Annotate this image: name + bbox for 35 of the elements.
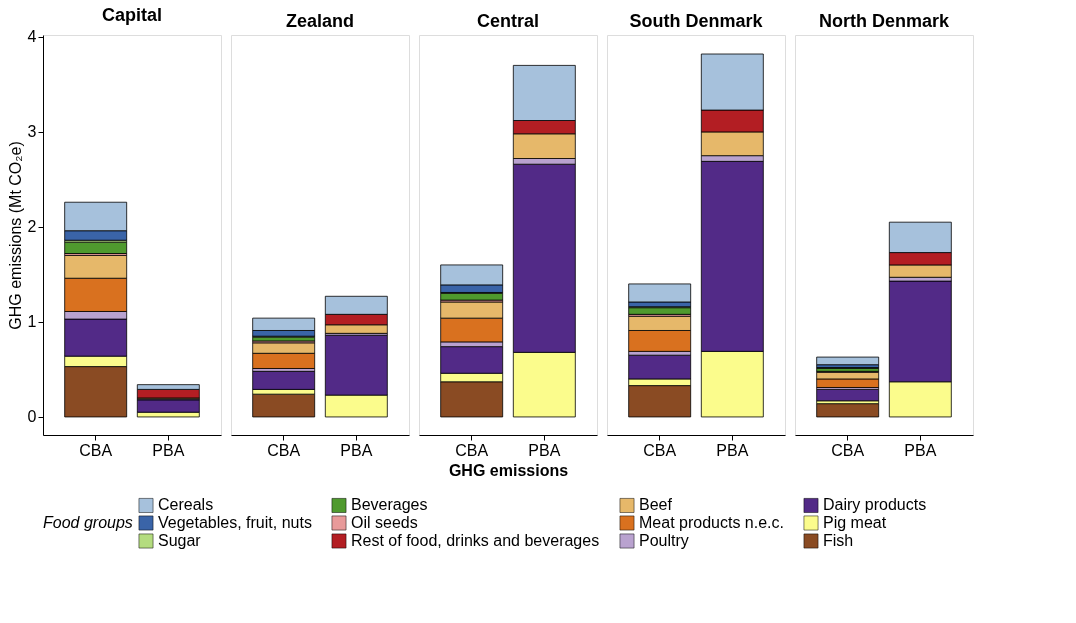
legend-title: Food groups bbox=[43, 514, 133, 531]
legend-label: Beverages bbox=[351, 496, 428, 514]
x-tick-label: CBA bbox=[79, 441, 113, 459]
legend-label: Sugar bbox=[158, 532, 202, 549]
chart-title: Capital bbox=[101, 4, 163, 25]
legend-label: Poultry bbox=[639, 532, 689, 549]
y-tick-label: 1 bbox=[27, 313, 37, 331]
x-tick-label: PBA bbox=[904, 441, 937, 459]
legend-label: Fish bbox=[823, 532, 854, 549]
chart-title: North Denmark bbox=[818, 11, 950, 31]
x-tick-label: PBA bbox=[528, 441, 561, 459]
x-tick-label: CBA bbox=[831, 441, 865, 459]
x-tick-label: CBA bbox=[267, 441, 301, 459]
y-tick-label: 4 bbox=[27, 28, 37, 46]
legend-label: Beef bbox=[639, 496, 673, 514]
y-axis-title: GHG emissions (Mt CO₂e) bbox=[6, 141, 24, 330]
y-tick-label: 0 bbox=[27, 408, 37, 426]
x-tick-label: CBA bbox=[643, 441, 677, 459]
legend-label: Oil seeds bbox=[351, 514, 418, 531]
y-tick-label: 2 bbox=[27, 218, 37, 236]
x-tick-label: CBA bbox=[455, 441, 489, 459]
chart-title: Central bbox=[476, 11, 540, 31]
chart-title: Zealand bbox=[285, 11, 355, 31]
x-tick-label: PBA bbox=[152, 441, 185, 459]
legend-label: Pig meat bbox=[823, 514, 887, 531]
legend-label: Meat products n.e.c. bbox=[639, 514, 784, 531]
x-tick-label: PBA bbox=[716, 441, 749, 459]
legend-label: Rest of food, drinks and beverages bbox=[351, 532, 600, 549]
legend-label: Cereals bbox=[158, 496, 214, 514]
legend-label: Vegetables, fruit, nuts bbox=[158, 514, 312, 531]
x-axis-title: GHG emissions bbox=[448, 461, 569, 479]
y-tick-label: 3 bbox=[27, 123, 37, 141]
chart-title: South Denmark bbox=[629, 11, 764, 31]
legend-label: Dairy products bbox=[823, 496, 927, 514]
x-tick-label: PBA bbox=[340, 441, 373, 459]
